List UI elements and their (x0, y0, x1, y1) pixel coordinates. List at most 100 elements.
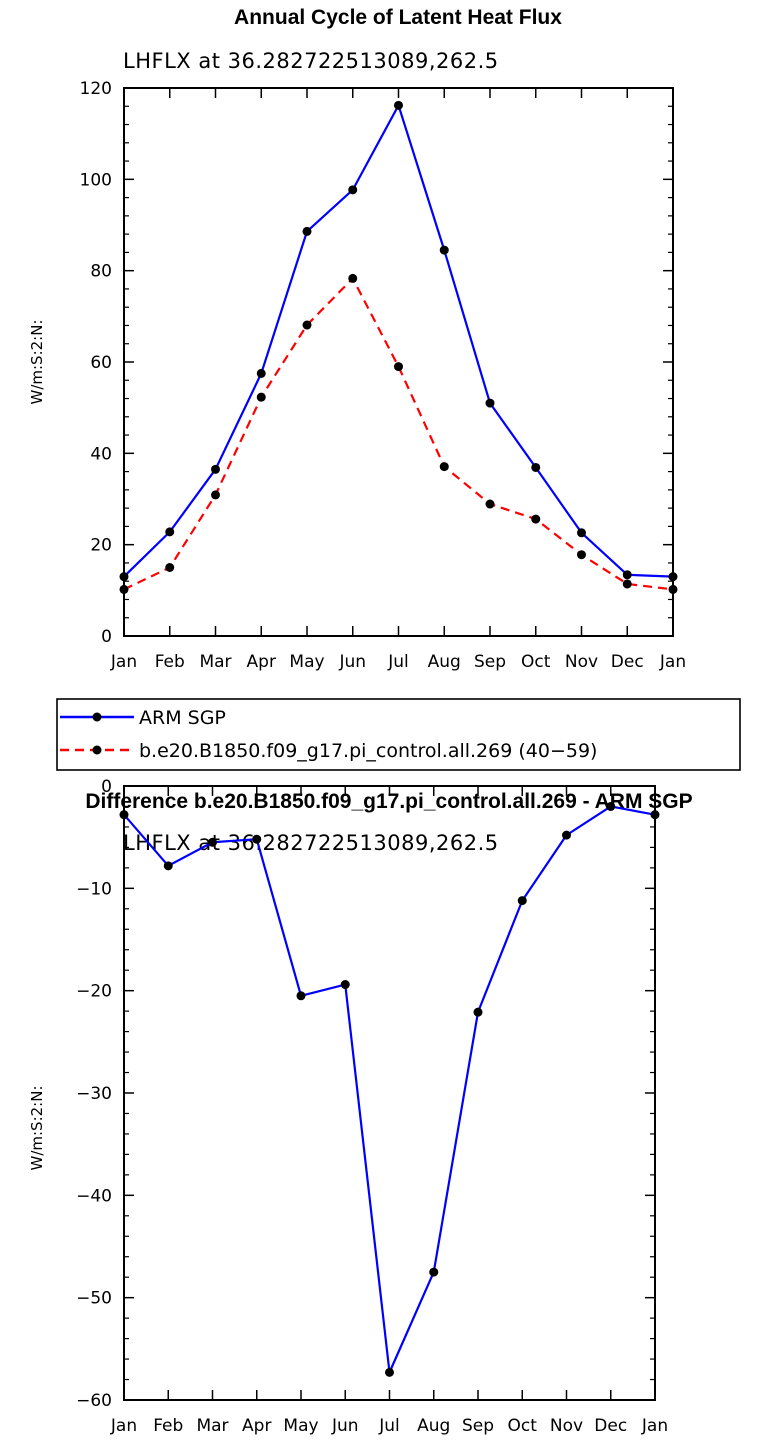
data-point (650, 810, 660, 820)
bottom-chart-series (119, 801, 660, 1377)
x-tick-label: Apr (242, 1416, 271, 1436)
y-tick-label: −10 (76, 879, 112, 899)
top-chart-ylabel: W/m:S:2:N: (28, 320, 46, 405)
x-tick-label: Oct (508, 1416, 538, 1436)
y-tick-label: −50 (76, 1289, 112, 1309)
legend-box (56, 698, 741, 771)
x-tick-label: Mar (199, 652, 231, 672)
data-point (165, 563, 175, 572)
x-tick-label: Nov (550, 1416, 583, 1436)
data-point (668, 584, 678, 594)
data-point (531, 514, 541, 524)
data-point (577, 528, 586, 538)
y-tick-label: 0 (101, 777, 112, 797)
data-point (296, 991, 306, 1001)
x-tick-label: Aug (428, 652, 461, 672)
x-tick-label: Jul (387, 652, 409, 672)
data-point (429, 1267, 439, 1277)
y-tick-label: 40 (90, 444, 112, 464)
plot-frame-0 (123, 87, 674, 637)
x-tick-label: May (283, 1416, 318, 1436)
top-chart-title: Annual Cycle of Latent Heat Flux (234, 6, 562, 29)
data-point (211, 490, 220, 500)
y-tick-label: −40 (76, 1186, 112, 1206)
y-tick-label: 100 (80, 170, 112, 190)
x-tick-label: Jan (110, 1416, 137, 1436)
data-point (439, 462, 449, 472)
y-tick-label: 20 (90, 536, 112, 556)
data-point (485, 398, 495, 408)
data-point (302, 320, 312, 330)
data-point (302, 226, 312, 236)
data-point (668, 572, 678, 582)
legend-label-model: b.e20.B1850.f09_g17.pi_control.all.269 (… (139, 740, 597, 762)
top-chart-series (119, 100, 678, 594)
x-tick-label: Jan (110, 652, 137, 672)
x-tick-label: Sep (462, 1416, 494, 1436)
data-point (208, 837, 217, 847)
top-chart-axes: Jan Feb Mar Apr May Jun Jul Aug Sep Oct Nov Dec Jan 0… (80, 79, 687, 672)
data-point (394, 100, 403, 110)
x-tick-label: Feb (153, 1416, 183, 1436)
x-tick-label: Nov (565, 652, 598, 672)
data-point (348, 273, 358, 283)
bottom-chart-ylabel: W/m:S:2:N: (28, 1086, 46, 1171)
data-point (622, 570, 632, 580)
legend-label-arm-sgp: ARM SGP (139, 707, 226, 729)
x-tick-label: Sep (474, 652, 506, 672)
data-point (439, 245, 449, 255)
bottom-chart-axes: Jan Feb Mar Apr May Jun Jul Aug Sep Oct Nov Dec Jan −… (76, 777, 668, 1436)
data-point (385, 1367, 394, 1377)
x-tick-label: Jan (641, 1416, 668, 1436)
x-tick-label: Jun (331, 1416, 359, 1436)
series-line-1-0 (123, 805, 656, 1374)
x-tick-label: Jul (378, 1416, 400, 1436)
data-point (517, 896, 527, 906)
data-point (531, 462, 541, 472)
x-tick-label: Dec (594, 1416, 627, 1436)
x-tick-label: Apr (247, 652, 276, 672)
data-point (119, 584, 129, 594)
data-point (340, 980, 350, 990)
data-point (394, 362, 403, 372)
y-tick-label: 60 (90, 353, 112, 373)
data-point (485, 499, 495, 509)
data-point (119, 810, 129, 820)
top-chart-subtitle: LHFLX at 36.282722513089,262.5 (123, 49, 499, 73)
data-point (211, 464, 220, 474)
data-point (606, 801, 616, 811)
data-point (562, 830, 571, 840)
legend: ARM SGP b.e20.B1850.f09_g17.pi_control.a… (56, 698, 741, 771)
bottom-chart-subtitle: LHFLX at 36.282722513089,262.5 (123, 831, 499, 855)
data-point (163, 861, 173, 871)
data-point (256, 368, 266, 378)
plot-frame-1 (123, 785, 656, 1401)
data-point (256, 392, 266, 402)
y-tick-label: −60 (76, 1391, 112, 1411)
bottom-chart-title: Difference b.e20.B1850.f09_g17.pi_contro… (85, 790, 692, 813)
x-tick-label: Oct (521, 652, 551, 672)
data-point (622, 579, 632, 589)
data-point (165, 527, 175, 537)
series-line-0-0 (123, 104, 674, 578)
x-tick-label: Aug (417, 1416, 450, 1436)
y-tick-label: −20 (76, 982, 112, 1002)
data-point (348, 185, 358, 195)
x-tick-label: Jan (659, 652, 686, 672)
y-tick-label: 80 (90, 262, 112, 282)
x-tick-label: May (289, 652, 324, 672)
y-tick-label: 0 (101, 627, 112, 647)
x-tick-label: Dec (611, 652, 644, 672)
y-tick-label: −30 (76, 1084, 112, 1104)
data-point (473, 1007, 483, 1017)
series-line-0-1 (123, 277, 674, 591)
x-tick-label: Feb (155, 652, 185, 672)
x-tick-label: Jun (338, 652, 366, 672)
data-point (577, 550, 586, 560)
legend-marker-arm-sgp (92, 712, 102, 722)
y-tick-label: 120 (80, 79, 112, 99)
x-tick-label: Mar (196, 1416, 228, 1436)
legend-marker-model (92, 745, 102, 755)
data-point (119, 572, 129, 582)
